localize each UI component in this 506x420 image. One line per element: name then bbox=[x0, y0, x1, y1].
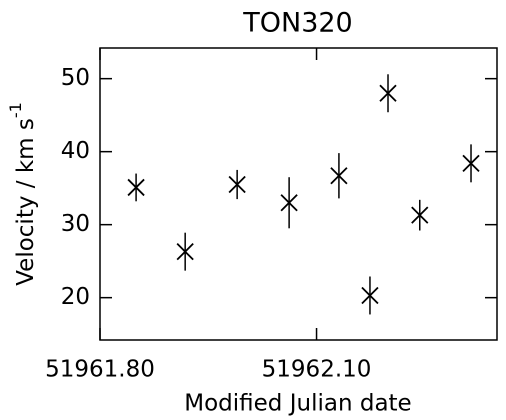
y-axis-label: Velocity / km s-1 bbox=[6, 102, 39, 286]
marker bbox=[280, 194, 298, 212]
marker bbox=[462, 154, 480, 172]
x-tick-label: 51962.10 bbox=[262, 357, 372, 383]
marker bbox=[411, 206, 429, 224]
chart-title: TON320 bbox=[242, 8, 352, 39]
y-axis-label-superscript: -1 bbox=[6, 102, 25, 118]
marker bbox=[379, 84, 397, 102]
plot-frame bbox=[99, 47, 498, 341]
y-axis-label-main: Velocity / km s bbox=[13, 118, 39, 286]
marker bbox=[127, 178, 145, 197]
y-tick-label: 40 bbox=[61, 138, 90, 164]
y-tick-label: 50 bbox=[61, 65, 90, 91]
y-tick-label: 20 bbox=[61, 284, 90, 310]
marker bbox=[228, 175, 246, 194]
x-tick-label: 51961.80 bbox=[45, 357, 155, 383]
marker bbox=[330, 167, 348, 185]
marker bbox=[361, 286, 379, 305]
y-tick-label: 30 bbox=[61, 211, 90, 237]
x-axis-label: Modified Julian date bbox=[184, 391, 411, 417]
marker bbox=[176, 243, 194, 261]
